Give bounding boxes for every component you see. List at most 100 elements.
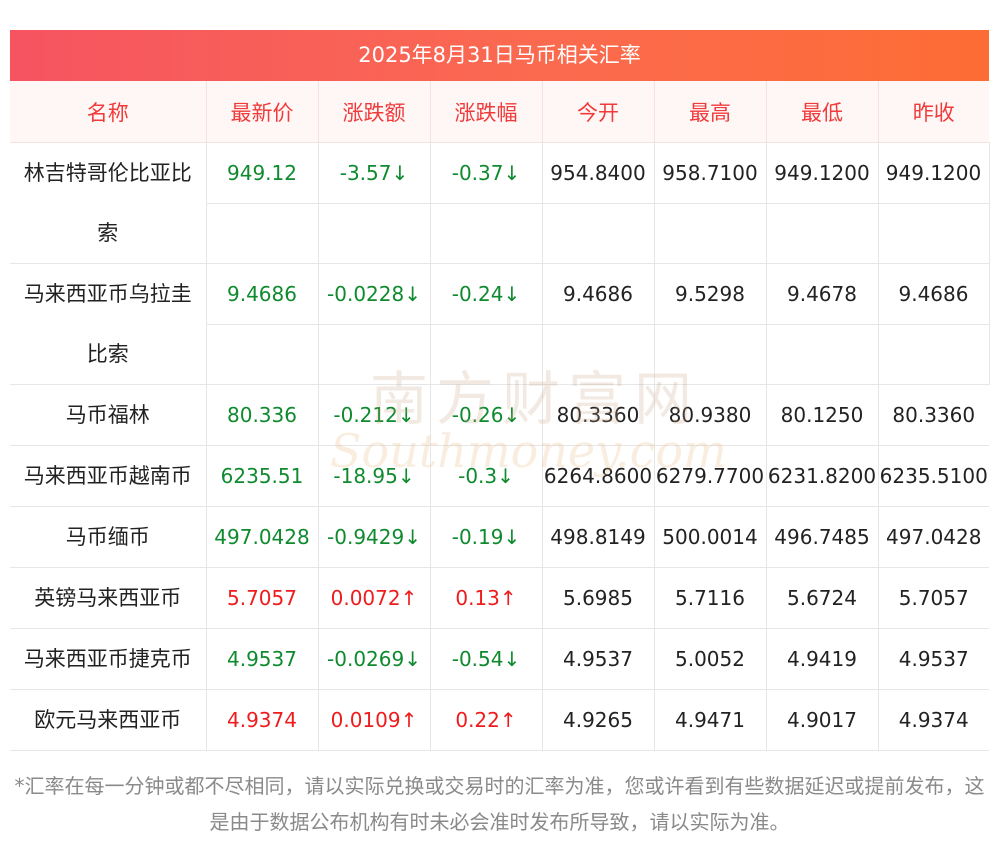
table-row: 欧元马来西亚币 4.9374 0.0109↑ 0.22↑ 4.9265 4.9471 4.9… <box>10 689 989 751</box>
change-cell: 0.0109↑ <box>318 689 431 751</box>
prev-close-cell: 6235.5100 <box>878 445 989 507</box>
header-name: 名称 <box>10 81 207 143</box>
latest-price-value: 9.4686 <box>206 264 318 325</box>
pair-name: 马来西亚币乌拉圭比索 <box>23 282 192 366</box>
high-cell: 500.0014 <box>654 506 767 568</box>
change-pct-cell: 0.13↑ <box>430 567 543 629</box>
table-title: 2025年8月31日马币相关汇率 <box>10 30 989 81</box>
table-row: 英镑马来西亚币 5.7057 0.0072↑ 0.13↑ 5.6985 5.7116 5.6… <box>10 567 989 629</box>
pair-name: 英镑马来西亚币 <box>34 586 182 610</box>
high-cell: 958.7100 <box>654 142 767 264</box>
pair-name-cell: 马币缅币 <box>10 506 207 568</box>
header-change-pct: 涨跌幅 <box>430 81 543 143</box>
change-pct-value: -0.37↓ <box>430 143 542 204</box>
footnote: *汇率在每一分钟或都不尽相同，请以实际兑换或交易时的汇率为准，您或许看到有些数据… <box>14 774 985 834</box>
prev-close-cell: 5.7057 <box>878 567 989 629</box>
pair-name-cell: 欧元马来西亚币 <box>10 689 207 751</box>
prev-close-cell: 4.9374 <box>878 689 989 751</box>
open-cell: 954.8400 <box>542 142 655 264</box>
high-cell: 9.5298 <box>654 263 767 385</box>
prev-close-cell: 497.0428 <box>878 506 989 568</box>
change-pct-value: -0.24↓ <box>430 264 542 325</box>
table-row: 马来西亚币捷克币 4.9537 -0.0269↓ -0.54↓ 4.9537 5.0052… <box>10 628 989 690</box>
prev-close-cell: 4.9537 <box>878 628 989 690</box>
change-cell: -0.0269↓ <box>318 628 431 690</box>
high-value: 958.7100 <box>654 143 766 204</box>
pair-name-cell: 林吉特哥伦比亚比索 <box>10 142 207 264</box>
change-pct-cell: -0.37↓ <box>430 142 543 264</box>
change-pct-cell: 0.22↑ <box>430 689 543 751</box>
change-cell: -18.95↓ <box>318 445 431 507</box>
high-cell: 6279.7700 <box>654 445 767 507</box>
high-cell: 80.9380 <box>654 384 767 446</box>
open-value: 954.8400 <box>542 143 654 204</box>
header-latest: 最新价 <box>206 81 319 143</box>
rate-table: 名称 最新价 涨跌额 涨跌幅 今开 最高 最低 昨收 林吉特哥伦比亚比索 949.… <box>10 81 990 751</box>
pair-name-cell: 英镑马来西亚币 <box>10 567 207 629</box>
table-row: 马币福林 80.336 -0.212↓ -0.26↓ 80.3360 80.9380 80.… <box>10 384 989 446</box>
change-cell: -0.212↓ <box>318 384 431 446</box>
pair-name: 马来西亚币捷克币 <box>23 647 192 671</box>
open-cell: 4.9537 <box>542 628 655 690</box>
low-cell: 5.6724 <box>766 567 879 629</box>
open-cell: 498.8149 <box>542 506 655 568</box>
prev-close-cell: 949.1200 <box>878 142 990 264</box>
open-value: 9.4686 <box>542 264 654 325</box>
open-cell: 6264.8600 <box>542 445 655 507</box>
change-cell: -3.57↓ <box>318 142 431 264</box>
low-cell: 80.1250 <box>766 384 879 446</box>
low-cell: 6231.8200 <box>766 445 879 507</box>
change-cell: -0.9429↓ <box>318 506 431 568</box>
low-value: 9.4678 <box>766 264 878 325</box>
low-cell: 4.9419 <box>766 628 879 690</box>
header-open: 今开 <box>542 81 655 143</box>
low-cell: 496.7485 <box>766 506 879 568</box>
table-row: 林吉特哥伦比亚比索 949.12 -3.57↓ -0.37↓ 954.8400 958.7… <box>10 142 990 264</box>
high-cell: 4.9471 <box>654 689 767 751</box>
pair-name-cell: 马来西亚币越南币 <box>10 445 207 507</box>
table-row: 马币缅币 497.0428 -0.9429↓ -0.19↓ 498.8149 500.00… <box>10 506 989 568</box>
table-row: 马来西亚币越南币 6235.51 -18.95↓ -0.3↓ 6264.8600 6279… <box>10 445 989 507</box>
low-cell: 9.4678 <box>766 263 879 385</box>
open-cell: 5.6985 <box>542 567 655 629</box>
change-pct-cell: -0.26↓ <box>430 384 543 446</box>
table-row: 马来西亚币乌拉圭比索 9.4686 -0.0228↓ -0.24↓ 9.4686 9.52… <box>10 263 990 385</box>
pair-name: 马来西亚币越南币 <box>23 464 192 488</box>
change-pct-cell: -0.54↓ <box>430 628 543 690</box>
latest-price-cell: 497.0428 <box>206 506 319 568</box>
header-change: 涨跌额 <box>318 81 431 143</box>
pair-name: 林吉特哥伦比亚比索 <box>23 161 192 245</box>
pair-name: 欧元马来西亚币 <box>34 708 182 732</box>
latest-price-cell: 6235.51 <box>206 445 319 507</box>
latest-price-cell: 5.7057 <box>206 567 319 629</box>
open-cell: 4.9265 <box>542 689 655 751</box>
pair-name: 马币福林 <box>65 403 150 427</box>
header-prev-close: 昨收 <box>878 81 989 143</box>
pair-name-cell: 马来西亚币乌拉圭比索 <box>10 263 207 385</box>
prev-close-cell: 9.4686 <box>878 263 990 385</box>
open-cell: 80.3360 <box>542 384 655 446</box>
latest-price-cell: 949.12 <box>206 142 319 264</box>
low-cell: 4.9017 <box>766 689 879 751</box>
table-header-row: 名称 最新价 涨跌额 涨跌幅 今开 最高 最低 昨收 <box>10 81 989 143</box>
change-cell: -0.0228↓ <box>318 263 431 385</box>
change-pct-cell: -0.19↓ <box>430 506 543 568</box>
high-cell: 5.0052 <box>654 628 767 690</box>
pair-name-cell: 马币福林 <box>10 384 207 446</box>
header-low: 最低 <box>766 81 879 143</box>
high-value: 9.5298 <box>654 264 766 325</box>
low-value: 949.1200 <box>766 143 878 204</box>
change-pct-cell: -0.24↓ <box>430 263 543 385</box>
pair-name-cell: 马来西亚币捷克币 <box>10 628 207 690</box>
prev-close-cell: 80.3360 <box>878 384 989 446</box>
pair-name: 马币缅币 <box>65 525 150 549</box>
prev-close-value: 9.4686 <box>878 264 989 325</box>
change-value: -0.0228↓ <box>318 264 430 325</box>
change-cell: 0.0072↑ <box>318 567 431 629</box>
prev-close-value: 949.1200 <box>878 143 989 204</box>
latest-price-cell: 4.9537 <box>206 628 319 690</box>
latest-price-value: 949.12 <box>206 143 318 204</box>
change-value: -3.57↓ <box>318 143 430 204</box>
rate-table-container: 2025年8月31日马币相关汇率 名称 最新价 涨跌额 涨跌幅 今开 最高 最低… <box>10 30 990 751</box>
latest-price-cell: 80.336 <box>206 384 319 446</box>
